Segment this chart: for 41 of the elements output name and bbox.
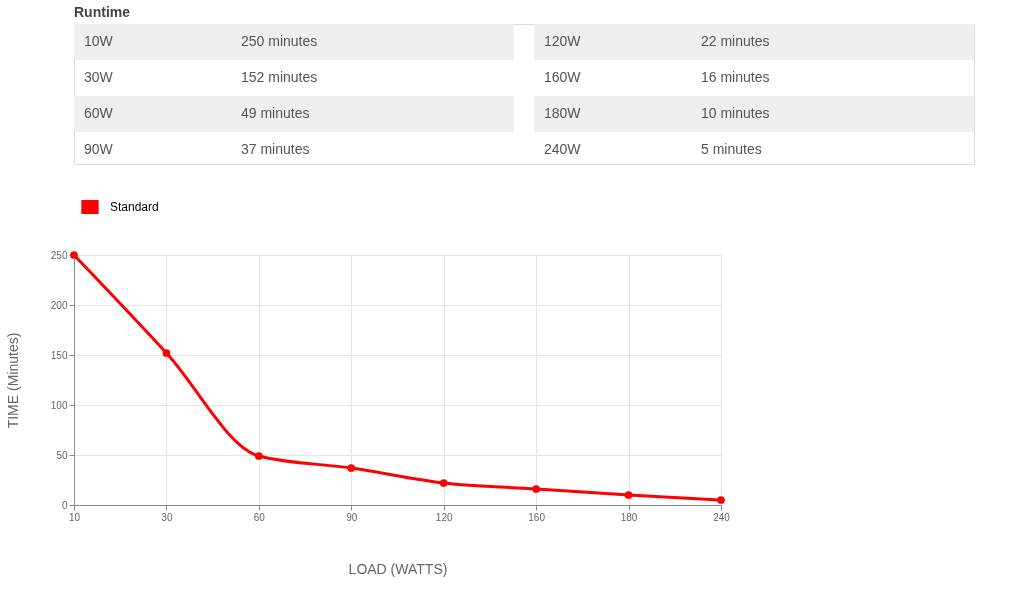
y-tick-label: 0 <box>61 499 68 511</box>
text: 5 minutes <box>701 141 762 157</box>
y-tick-label: 50 <box>56 449 68 461</box>
text: 49 minutes <box>241 105 310 121</box>
x-tick-label: 90 <box>346 511 358 523</box>
text: 37 minutes <box>241 141 310 157</box>
text: 22 minutes <box>701 33 770 49</box>
text: 60W <box>84 105 114 121</box>
x-axis-title: LOAD (WATTS) <box>348 560 448 577</box>
text: 30W <box>84 69 114 85</box>
x-tick-label: 30 <box>161 511 173 523</box>
text: 16 minutes <box>701 69 770 85</box>
point <box>347 464 356 472</box>
x-tick-label: 10 <box>68 511 81 523</box>
point <box>532 485 541 493</box>
point <box>717 496 725 504</box>
chart-title: Runtime <box>74 4 131 20</box>
point <box>439 479 448 487</box>
text: 160W <box>544 69 582 85</box>
text: 152 minutes <box>241 69 318 85</box>
x-tick-label: 120 <box>435 511 453 523</box>
point <box>624 491 633 499</box>
point <box>162 349 171 357</box>
x-tick-label: 180 <box>620 511 638 523</box>
y-tick-label: 100 <box>50 399 68 411</box>
y-tick-label: 200 <box>50 299 68 311</box>
x-tick-label: 240 <box>713 511 731 523</box>
x-tick-label: 160 <box>528 511 546 523</box>
text: 180W <box>544 105 582 121</box>
y-axis-title: TIME (Minutes) <box>4 332 21 429</box>
text: 240W <box>544 141 582 157</box>
text: 90W <box>84 141 114 157</box>
y-tick-label: 250 <box>50 249 68 261</box>
point <box>254 452 263 460</box>
legend-label: Standard <box>110 200 159 214</box>
text: 10W <box>84 33 114 49</box>
text: 120W <box>544 33 582 49</box>
x-tick-label: 60 <box>253 511 266 523</box>
y-tick-label: 150 <box>50 349 68 361</box>
text: 10 minutes <box>701 105 770 121</box>
text: 250 minutes <box>241 33 318 49</box>
